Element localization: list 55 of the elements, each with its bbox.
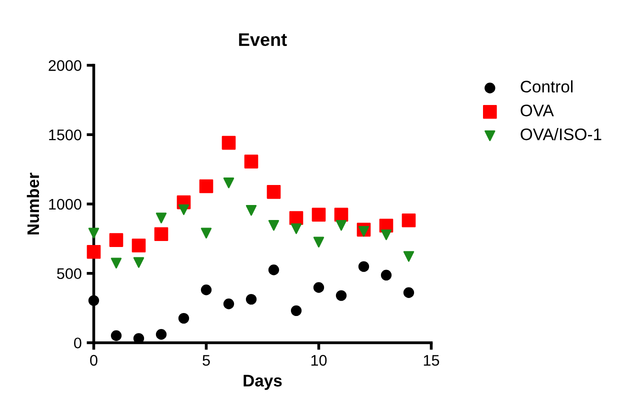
x-tick-label: 5 [202, 355, 210, 366]
legend-label: OVA [520, 104, 554, 116]
x-tick-label: 10 [311, 354, 327, 366]
point [156, 212, 167, 224]
point [380, 229, 392, 240]
point [402, 213, 416, 228]
point [290, 223, 302, 234]
point [246, 294, 257, 305]
x-axis-title: Days [244, 374, 282, 390]
point [336, 220, 347, 231]
point [223, 298, 234, 310]
point [268, 220, 280, 231]
point [358, 226, 370, 237]
point [222, 136, 236, 150]
point [178, 312, 190, 324]
point [88, 295, 100, 306]
point [290, 305, 302, 316]
point [380, 270, 392, 281]
legend-label: OVA/ISO-1 [520, 128, 602, 140]
point [178, 204, 190, 216]
point [312, 208, 326, 222]
point [244, 154, 258, 168]
y-tick-label: 1000 [49, 198, 82, 210]
point [200, 228, 212, 238]
point [156, 329, 167, 340]
point [358, 261, 370, 272]
point [268, 264, 280, 276]
point [199, 179, 214, 194]
point [133, 257, 144, 268]
y-tick-label: 1500 [49, 130, 82, 140]
y-tick-label: 2000 [48, 60, 82, 71]
chart-title: Event [239, 33, 287, 46]
point [154, 227, 168, 242]
y-tick-label: 0 [74, 338, 82, 348]
point [88, 228, 100, 238]
point [86, 244, 101, 259]
point [110, 330, 122, 341]
point [289, 211, 304, 225]
x-tick-label: 0 [90, 354, 98, 366]
point [403, 251, 414, 262]
point [223, 178, 234, 188]
point [403, 287, 414, 298]
point [266, 185, 281, 199]
point [200, 284, 212, 296]
point [109, 233, 124, 247]
point [132, 238, 146, 252]
point [313, 236, 324, 248]
y-axis-title: Number [26, 172, 40, 234]
point [336, 290, 347, 301]
point [110, 258, 122, 268]
x-tick-label: 15 [424, 355, 440, 366]
y-tick-label: 500 [57, 268, 82, 280]
legend-label: Control [520, 80, 573, 93]
point [246, 205, 257, 216]
point [313, 282, 324, 293]
